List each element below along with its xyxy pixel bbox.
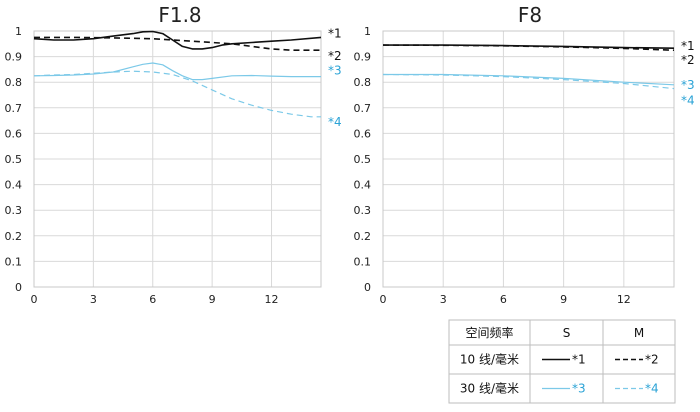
y-tick-label: 0.7 [354, 102, 372, 115]
y-tick-label: 0.9 [354, 51, 372, 64]
x-tick-label: 0 [380, 293, 387, 306]
legend-table: 空间频率 S M 10 线/毫米 *1 *2 30 线/毫米 *3 *4 [448, 319, 676, 404]
y-tick-label: 0.1 [354, 255, 372, 268]
y-tick-label: 0.8 [5, 76, 23, 89]
legend-header-cell: S [563, 326, 571, 340]
y-tick-label: 0 [15, 281, 22, 294]
chart-panel-f1-8: F1.8 0 0.1 0.2 0.3 0.4 0.5 0.6 0.7 0.8 0.9 1 0 3 6 9 12 *… [5, 3, 342, 306]
y-tick-label: 1 [15, 25, 22, 38]
y-tick-label: 0.3 [354, 204, 372, 217]
y-tick-label: 0.5 [5, 153, 23, 166]
x-tick-label: 9 [209, 293, 216, 306]
y-tick-label: 0.2 [354, 230, 372, 243]
x-tick-label: 3 [90, 293, 97, 306]
legend-row-label: 30 线/毫米 [460, 381, 519, 396]
y-tick-label: 0.6 [354, 127, 372, 140]
y-tick-label: 0.1 [5, 255, 23, 268]
y-tick-label: 1 [364, 25, 371, 38]
y-tick-label: 0.8 [354, 76, 372, 89]
x-tick-label: 3 [440, 293, 447, 306]
y-tick-label: 0.6 [5, 127, 23, 140]
plot-frame [382, 30, 675, 288]
y-tick-label: 0 [364, 281, 371, 294]
series-line-star-3 [33, 62, 321, 81]
y-tick-label: 0.5 [354, 153, 372, 166]
x-tick-label: 6 [149, 293, 156, 306]
legend-series-name: *2 [645, 353, 659, 367]
legend-table-frame [448, 319, 676, 404]
series-line-star-2 [382, 44, 675, 51]
y-tick-label: 0.4 [5, 179, 23, 192]
y-tick-label: 0.9 [5, 51, 23, 64]
x-tick-label: 12 [265, 293, 279, 306]
legend-row-label: 10 线/毫米 [460, 352, 519, 367]
y-tick-label: 0.2 [5, 230, 23, 243]
series-label-star-3: *3 [328, 64, 342, 78]
legend-series-name: *4 [645, 382, 659, 396]
x-tick-label: 6 [500, 293, 507, 306]
y-tick-label: 0.4 [354, 179, 372, 192]
plot-frame [33, 30, 322, 288]
x-tick-label: 12 [617, 293, 631, 306]
legend-header-cell: 空间频率 [465, 325, 513, 340]
legend-header-cell: M [634, 326, 644, 340]
x-tick-label: 9 [560, 293, 567, 306]
legend-series-name: *1 [572, 353, 586, 367]
series-line-star-4 [382, 73, 675, 90]
chart-title-f1-8: F1.8 [158, 3, 201, 27]
series-label-star-2: *2 [328, 49, 342, 63]
series-line-star-3 [383, 73, 675, 86]
series-line-star-2 [34, 36, 321, 51]
y-tick-label: 0.3 [5, 204, 23, 217]
series-label-star-3: *3 [681, 78, 695, 92]
x-tick-label: 0 [31, 293, 38, 306]
legend-series-name: *3 [572, 382, 586, 396]
series-label-star-1: *1 [328, 26, 342, 40]
chart-title-f8: F8 [518, 3, 542, 27]
y-tick-label: 0.7 [5, 102, 23, 115]
series-label-star-2: *2 [681, 53, 695, 67]
series-label-star-4: *4 [328, 115, 342, 129]
series-label-star-1: *1 [681, 39, 695, 53]
series-line-star-4 [33, 70, 321, 118]
series-label-star-4: *4 [681, 94, 695, 108]
